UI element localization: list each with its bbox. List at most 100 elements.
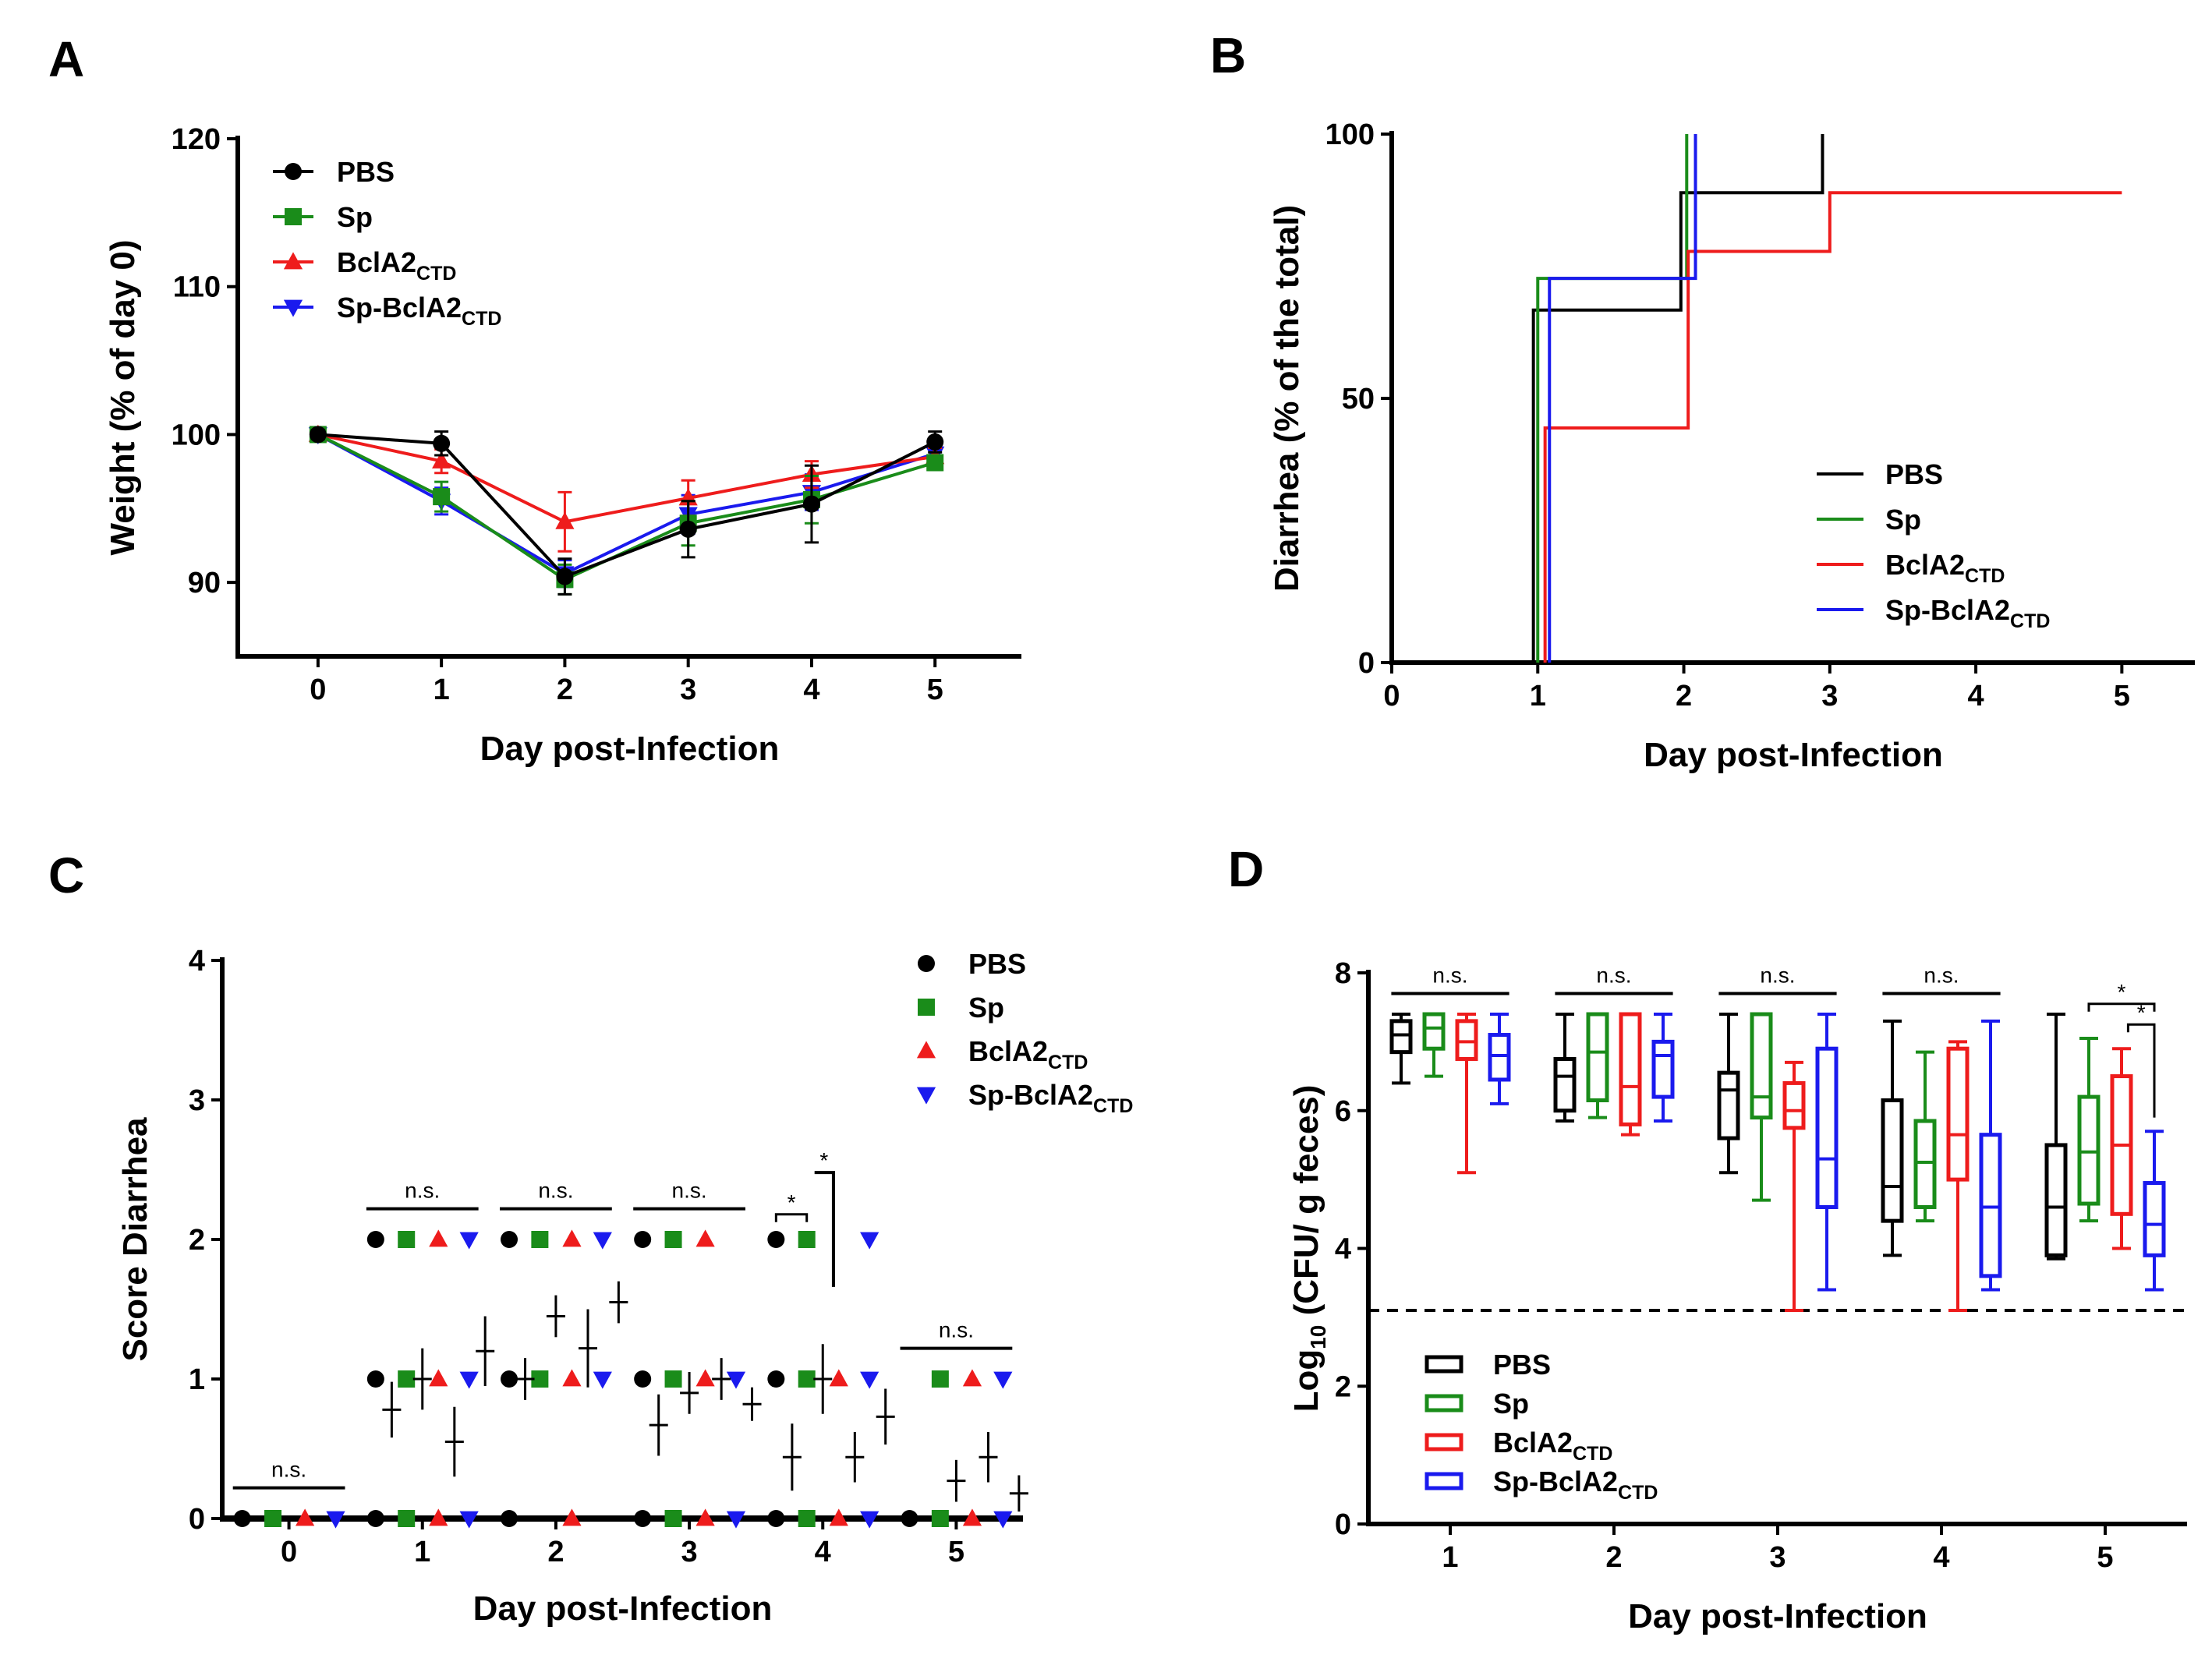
- legend-marker: [916, 1087, 936, 1105]
- data-point: [562, 1508, 582, 1526]
- x-tick-label: 1: [1442, 1541, 1458, 1574]
- box-body: [2077, 1094, 2101, 1206]
- y-tick-label: 50: [1342, 383, 1375, 415]
- data-point: [398, 1370, 416, 1388]
- box-body: [1782, 1080, 1806, 1130]
- sig-star: *: [787, 1190, 796, 1215]
- x-tick-label: 4: [1933, 1541, 1949, 1574]
- box-body: [1389, 1019, 1413, 1055]
- box-body: [1750, 1012, 1773, 1120]
- data-point: [926, 454, 944, 472]
- data-point: [233, 1510, 251, 1527]
- data-point: [433, 488, 451, 506]
- data-point: [634, 1510, 652, 1527]
- x-tick-label: 2: [1676, 680, 1692, 712]
- series-line: [317, 433, 936, 576]
- day-group: [501, 1229, 628, 1527]
- data-point: [501, 1370, 518, 1388]
- data-point: [562, 1229, 582, 1247]
- y-tick-label: 1: [189, 1363, 205, 1396]
- y-tick-label: 8: [1335, 957, 1351, 990]
- box-body: [1553, 1056, 1577, 1113]
- data-point: [695, 1508, 715, 1526]
- x-tick-label: 4: [815, 1536, 831, 1568]
- data-point: [531, 1231, 549, 1248]
- legend-label: Sp-BclA2CTD: [968, 1079, 1133, 1117]
- legend-marker: [918, 955, 935, 972]
- data-point: [556, 568, 574, 585]
- data-point: [593, 1371, 612, 1389]
- legend-label: BclA2CTD: [968, 1035, 1088, 1073]
- day-group: [767, 1231, 895, 1529]
- legend-marker: [916, 1041, 936, 1059]
- x-tick-label: 3: [681, 1536, 698, 1568]
- legend-marker: [918, 999, 935, 1016]
- x-tick-label: 5: [948, 1536, 964, 1568]
- ns-label: n.s.: [1760, 964, 1795, 988]
- data-point: [695, 1369, 715, 1387]
- data-point: [802, 495, 820, 513]
- y-tick-label: 3: [189, 1084, 205, 1117]
- y-axis-title: Weight (% of day 0): [104, 240, 142, 556]
- legend-label: Sp-BclA2CTD: [337, 292, 501, 330]
- ns-label: n.s.: [405, 1179, 440, 1203]
- sig-star: *: [819, 1148, 828, 1172]
- data-point: [767, 1510, 785, 1527]
- step-line-sp: [1536, 134, 1689, 663]
- sig-star: *: [2118, 980, 2126, 1004]
- box-body: [1946, 1046, 1970, 1182]
- data-point: [962, 1369, 982, 1387]
- legend-label: Sp: [1493, 1388, 1529, 1420]
- data-point: [398, 1510, 416, 1527]
- data-point: [798, 1370, 816, 1388]
- step-line-spbcla2: [1548, 134, 1697, 663]
- y-tick-label: 120: [172, 123, 221, 156]
- x-axis-title: Day post-Infection: [473, 1589, 773, 1628]
- legend-c: PBS Sp BclA2CTD Sp-BclA2CTD: [916, 948, 1133, 1117]
- data-point: [264, 1510, 282, 1527]
- data-point: [798, 1510, 816, 1527]
- data-point: [429, 1369, 448, 1387]
- box-body: [1651, 1039, 1675, 1099]
- y-axis-title: Log10 (CFU/ g feces): [1287, 1085, 1330, 1413]
- day-group: [366, 1229, 495, 1529]
- y-tick-label: 90: [188, 567, 221, 599]
- legend-label: Sp: [337, 201, 373, 233]
- legend-label: Sp-BclA2CTD: [1885, 594, 2050, 632]
- data-point: [562, 1369, 582, 1387]
- day-box-group: [2044, 1013, 2166, 1292]
- day-box-group: [1717, 1012, 1839, 1313]
- ns-label: n.s.: [672, 1179, 707, 1203]
- data-point: [679, 520, 697, 538]
- x-tick-label: 1: [414, 1536, 430, 1568]
- panel-d-cfu-box-chart: 0 2 4 6 8 1 2 3 4 5 Day post-Infection Log10 (CFU/ …: [1287, 957, 2187, 1635]
- panel-b-diarrhea-incidence-chart: 0 50 100 0 1 2 3 4 5 Day post-Infection Diarrhea (…: [1268, 118, 2195, 774]
- ns-label: n.s.: [538, 1179, 573, 1203]
- legend-a: PBS Sp BclA2CTD Sp-BclA2CTD: [273, 156, 501, 330]
- day-group: [634, 1229, 762, 1529]
- data-point: [429, 1229, 448, 1247]
- data-point: [433, 434, 451, 452]
- x-tick-label: 4: [1968, 680, 1984, 712]
- series-line: [317, 433, 936, 578]
- data-point: [459, 1511, 479, 1529]
- x-axis-title: Day post-Infection: [480, 730, 780, 768]
- data-point: [593, 1232, 612, 1250]
- day-box-group: [1881, 1019, 2002, 1313]
- x-axis-title: Day post-Infection: [1644, 736, 1943, 774]
- sig-bracket: [774, 1213, 809, 1222]
- legend-marker: [283, 252, 303, 270]
- legend-marker: [283, 299, 303, 317]
- data-point: [926, 433, 944, 451]
- data-point: [931, 1370, 949, 1388]
- box-body: [1913, 1119, 1937, 1209]
- series-pbs: [309, 426, 944, 596]
- data-point: [767, 1370, 785, 1388]
- data-point: [366, 1510, 384, 1527]
- data-point: [326, 1511, 345, 1529]
- panel-label-c: C: [48, 847, 84, 903]
- box-body: [1815, 1046, 1839, 1209]
- x-tick-label: 0: [1383, 680, 1400, 712]
